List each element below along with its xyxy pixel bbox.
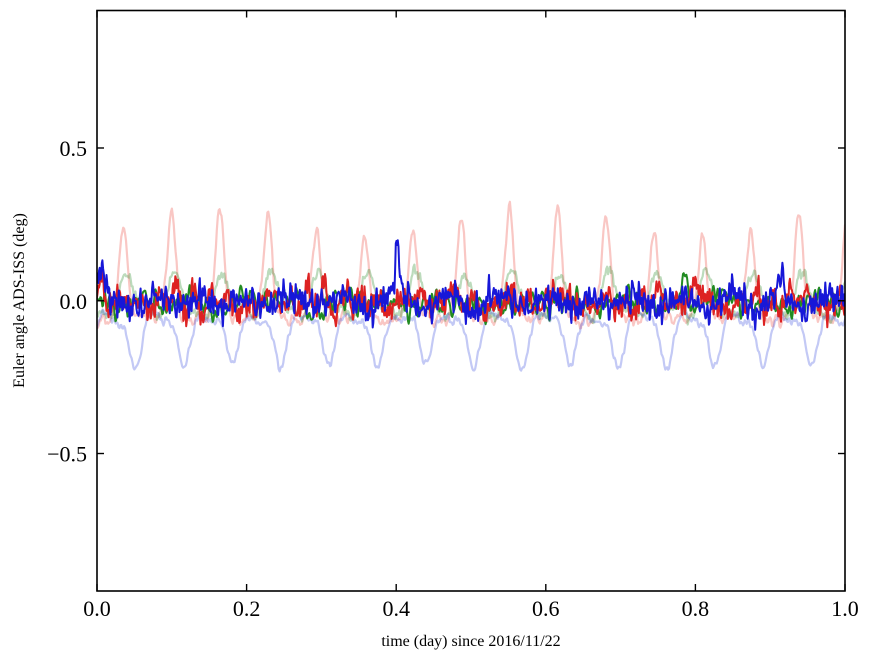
x-tick-label: 0.0 [83,596,111,621]
series-lines [97,200,845,373]
y-axis-label: Euler angle ADS-ISS (deg) [11,213,28,388]
axis-ticks: 0.0 0.2 0.4 0.6 0.8 1.0 −0.5 0.0 0.5 [47,10,859,621]
x-tick-label: 0.2 [233,596,261,621]
y-tick-label: −0.5 [47,442,87,467]
x-tick-label: 0.6 [532,596,560,621]
x-axis-label: time (day) since 2016/11/22 [381,633,560,650]
y-tick-label: 0.0 [60,289,88,314]
series-light-blue-line [97,307,845,373]
x-tick-label: 0.8 [682,596,710,621]
x-tick-label: 1.0 [831,596,859,621]
plot-frame [96,9,846,592]
x-tick-label: 0.4 [382,596,410,621]
y-tick-label: 0.5 [60,136,88,161]
series-blue-line [97,239,845,331]
